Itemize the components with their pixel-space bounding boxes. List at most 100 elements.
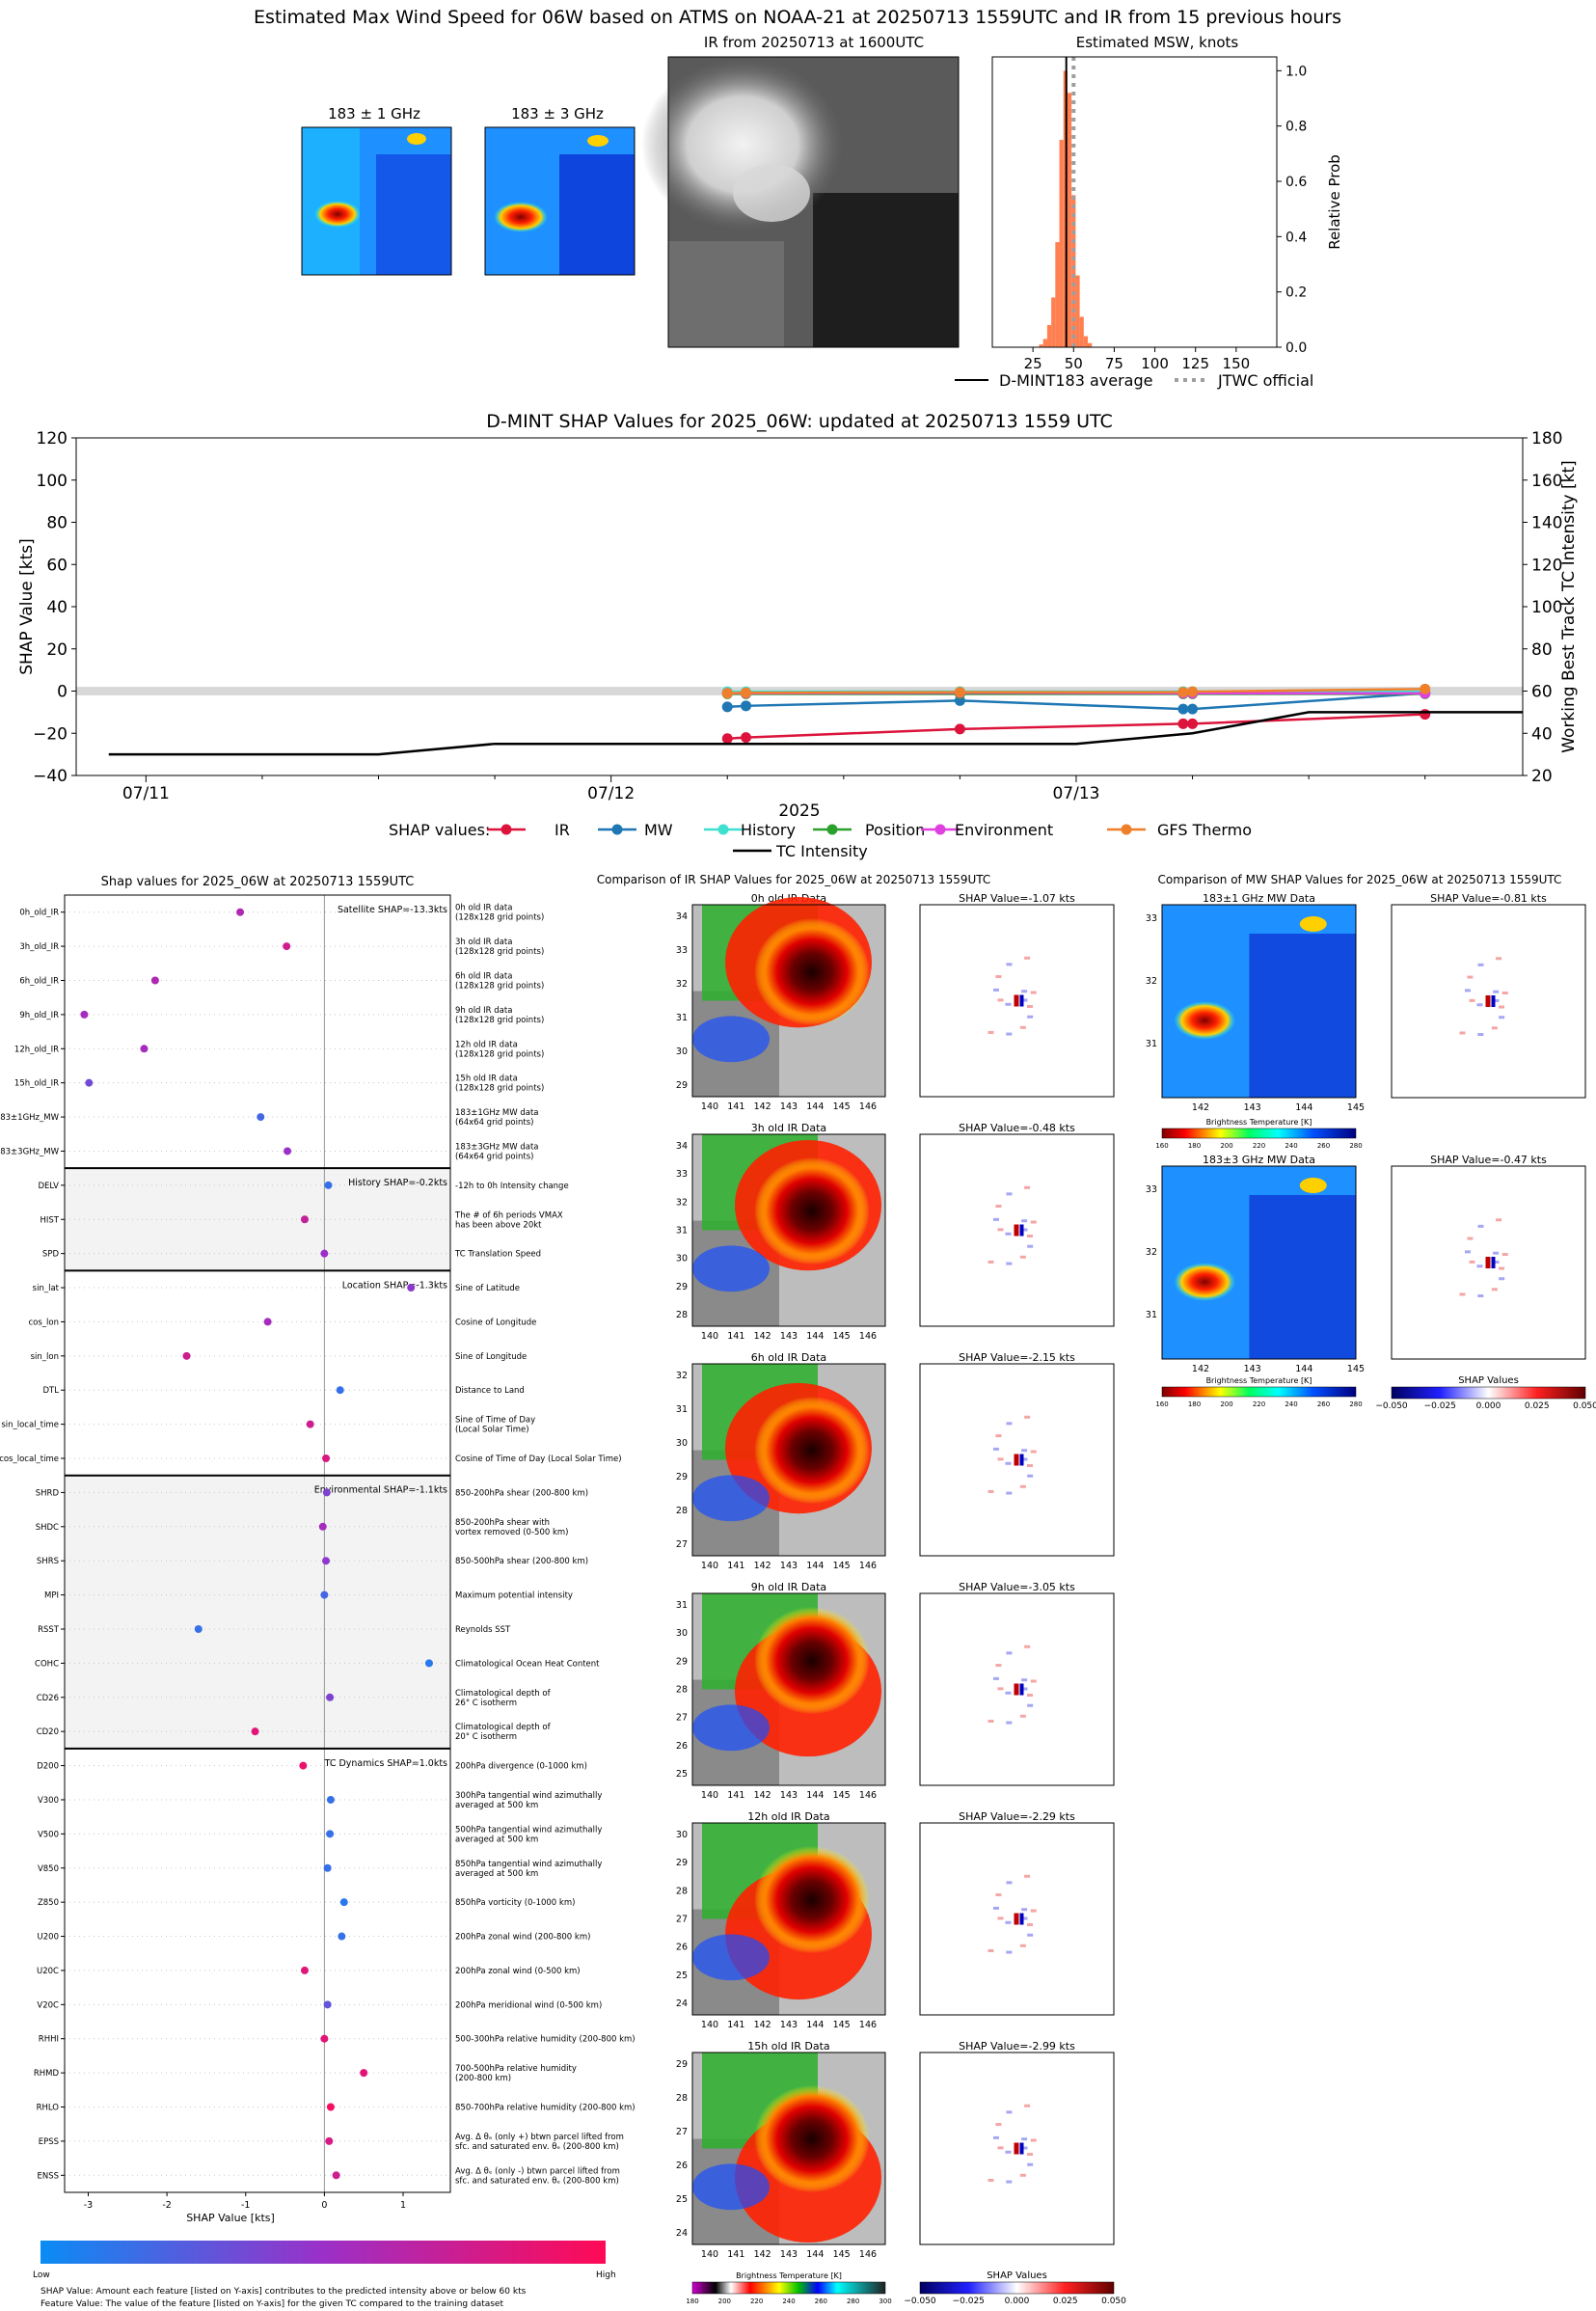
shap-map-feature	[1027, 1005, 1034, 1009]
ir-ytick-label: 29	[676, 1472, 688, 1482]
feat-footnote-2: Feature Value: The value of the feature …	[41, 2299, 503, 2309]
shap-map-feature	[1006, 1651, 1013, 1655]
ir-xtick-label: 144	[806, 1331, 824, 1342]
hist-bar	[1059, 140, 1064, 347]
ir-map-frame	[691, 1363, 886, 1557]
feat-point	[300, 1966, 309, 1974]
ir-xtick-label: 141	[727, 1790, 744, 1801]
feat-xtick-label: -3	[84, 2200, 93, 2211]
shap-map-feature	[1467, 975, 1474, 979]
hist-ytick-label: 0.6	[1285, 175, 1307, 190]
shap-map-feature	[1030, 991, 1037, 994]
ir-xtick-label: 145	[833, 1561, 851, 1571]
feat-footnote-1: SHAP Value: Amount each feature [listed …	[41, 2287, 527, 2297]
hist-xtick-label: 75	[1105, 355, 1123, 372]
feat-description: 850-500hPa shear (200-800 km)	[455, 1557, 588, 1566]
feat-point	[284, 1147, 292, 1156]
ir-xtick-label: 145	[833, 1101, 851, 1112]
shap-map-peak-pos	[1014, 1913, 1019, 1925]
ts-ytick-label: 80	[46, 514, 68, 533]
ir-ytick-label: 29	[676, 1282, 688, 1292]
feature-shap-chart: Shap values for 2025_06W at 20250713 155…	[0, 875, 636, 2309]
ir-xtick-label: 146	[859, 1101, 877, 1112]
feat-point	[318, 1522, 327, 1531]
ir-xtick-label: 143	[780, 1101, 798, 1112]
shap-map-feature	[1476, 1003, 1483, 1007]
shap-map-feature	[1006, 963, 1013, 966]
feat-colorbar-low: Low	[33, 2270, 50, 2280]
shap-map-frame	[1391, 1165, 1586, 1360]
ts-legend-marker	[611, 824, 623, 835]
colorbar-label: Brightness Temperature [K]	[1206, 1118, 1312, 1127]
ts-ylabel: SHAP Value [kts]	[17, 538, 37, 675]
ts-point-ir	[1187, 718, 1199, 729]
shap-map-feature	[1024, 1645, 1031, 1648]
ir-ytick-label: 30	[676, 1254, 688, 1264]
ir-map-frame	[691, 1133, 886, 1327]
ir-xtick-label: 142	[754, 1331, 771, 1342]
hist-frame	[991, 56, 1278, 348]
feat-ytick-label: 9h_old_IR	[19, 1011, 59, 1020]
feat-point	[326, 1693, 335, 1701]
colorbar-tick-label: 160	[1155, 1400, 1168, 1408]
ir-ytick-label: 32	[676, 1197, 688, 1208]
colorbar-tick-label: 260	[815, 2297, 827, 2305]
feat-ytick-label: V500	[38, 1830, 59, 1839]
feat-ytick-label: 15h_old_IR	[14, 1079, 59, 1089]
shap-map-feature	[1477, 963, 1484, 966]
feat-point	[326, 2103, 335, 2111]
feat-ytick-label: RHHI	[39, 2035, 59, 2045]
colorbar-tick-label: 240	[1285, 1400, 1297, 1408]
feat-point	[322, 1488, 331, 1497]
shap-map-feature	[1496, 1218, 1502, 1222]
hist-ytick-label: 0.8	[1285, 120, 1307, 135]
ir-xtick-label: 141	[727, 1561, 744, 1571]
colorbar	[1391, 1386, 1586, 1400]
feat-ytick-label: U20C	[37, 1967, 59, 1976]
shap-map-peak-neg	[1019, 994, 1024, 1007]
ts-title: D-MINT SHAP Values for 2025_06W: updated…	[486, 411, 1113, 432]
feat-description: 20° C isotherm	[455, 1732, 517, 1742]
feat-point	[80, 1010, 89, 1019]
feat-description: 200hPa zonal wind (200-800 km)	[455, 1933, 590, 1943]
ir-ytick-label: 27	[676, 1539, 688, 1550]
hist-xtick-label: 100	[1141, 355, 1169, 372]
ts-point-mw	[741, 700, 752, 712]
feat-description: sfc. and saturated env. θₑ (200-800 km)	[455, 2176, 619, 2186]
colorbar	[691, 2281, 886, 2295]
shap-map-feature	[995, 1664, 1002, 1668]
ts-ytick-label: −40	[33, 767, 68, 786]
ir-xtick-label: 140	[701, 2249, 718, 2260]
feat-ytick-label: 6h_old_IR	[19, 976, 59, 986]
mw-map-convection-2	[1299, 1178, 1327, 1193]
feat-description: has been above 20kt	[455, 1220, 542, 1230]
feat-description: 3h old IR data	[455, 938, 512, 947]
feat-description: 500hPa tangential wind azimuthally	[455, 1825, 602, 1835]
colorbar-tick-label: 280	[847, 2297, 859, 2305]
feat-description: Sine of Latitude	[455, 1284, 520, 1293]
ts-series-line-mw	[727, 692, 1425, 711]
ts-frame	[75, 437, 1524, 776]
shap-map-peak-neg	[1019, 1683, 1024, 1696]
shap-map-feature	[992, 2135, 999, 2139]
mw-ytick-label: 32	[1146, 976, 1157, 987]
shap-map-peak-pos	[1014, 2142, 1019, 2155]
ir-map-blue-patch	[692, 1475, 770, 1522]
ir-map-blue-patch	[692, 1016, 770, 1063]
ts-series-line-ir	[727, 713, 1425, 740]
feat-group-label: Location SHAP=-1.3kts	[342, 1280, 447, 1291]
ir-map-blue-patch	[692, 2163, 770, 2211]
ts-y2tick-label: 140	[1531, 514, 1562, 533]
shap-map-feature	[1477, 1033, 1484, 1037]
feat-description: Climatological Ocean Heat Content	[455, 1659, 600, 1669]
feat-description: averaged at 500 km	[455, 1869, 538, 1879]
feat-ytick-label: V850	[38, 1864, 59, 1874]
ir-xtick-label: 146	[859, 1331, 877, 1342]
mw-ytick-label: 33	[1146, 913, 1157, 924]
mw-shap-title: SHAP Value=-0.81 kts	[1430, 892, 1547, 905]
feat-description: (128x128 grid points)	[455, 913, 544, 923]
ts-legend-marker	[934, 824, 946, 835]
shap-map-feature	[1027, 2153, 1034, 2157]
ir-ytick-label: 27	[676, 1713, 688, 1724]
